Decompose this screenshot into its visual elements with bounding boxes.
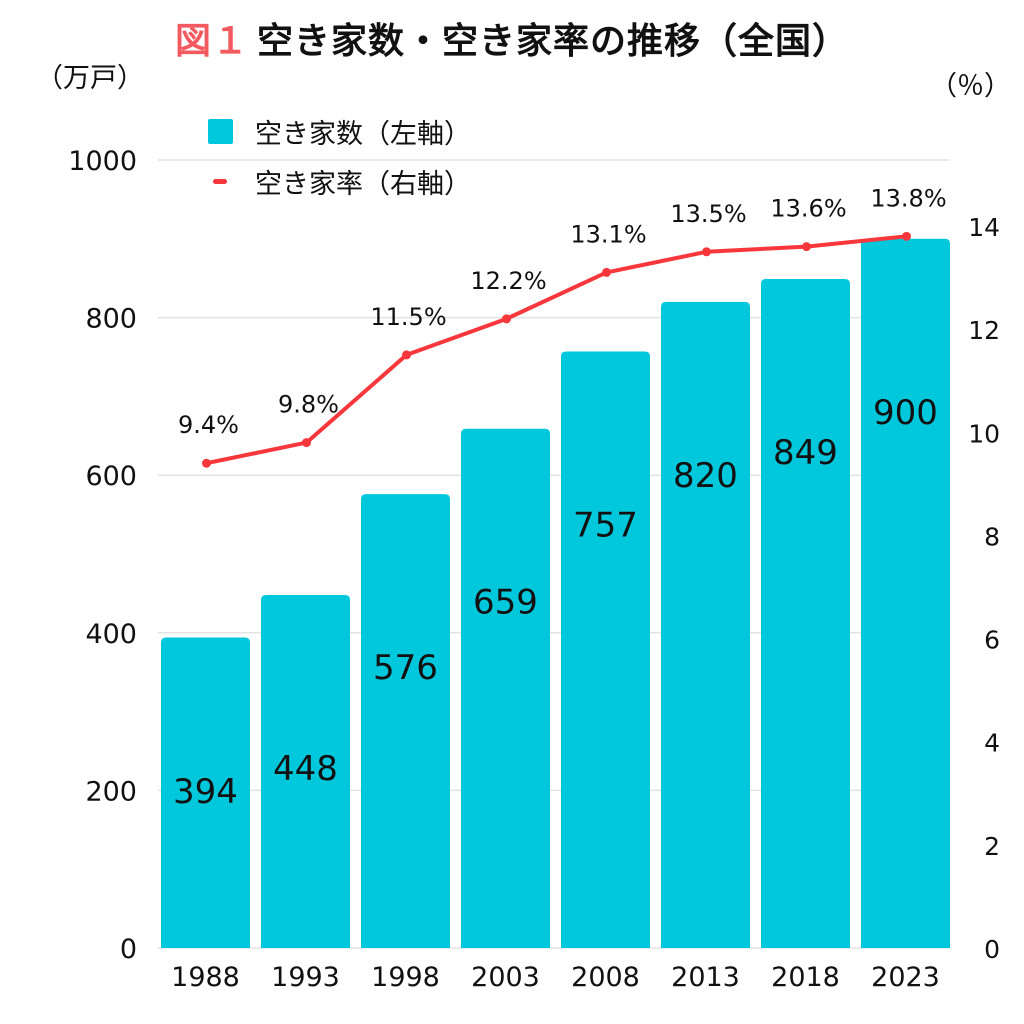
line-series [202,231,911,468]
left-axis-tick-label: 800 [85,304,137,335]
left-axis-unit: （万戸） [36,63,144,94]
bar [261,594,350,948]
line-point [702,247,711,257]
right-axis-tick-label: 10 [968,419,1000,448]
left-axis-ticks: 0 200 400 600 800 1000 [68,146,137,965]
left-axis-tick-label: 200 [85,776,137,807]
right-axis-tick-label: 8 [984,522,1000,551]
line-value-label: 12.2% [470,267,546,295]
legend: 空き家数（左軸） 空き家率（右軸） [208,106,471,206]
line-path [206,234,907,466]
bar [561,351,650,948]
x-axis-ticks: 1988 1993 1998 2003 2008 2013 2018 2023 [171,962,940,993]
line-value-label: 13.1% [570,220,646,248]
left-axis-tick-label: 400 [85,619,137,650]
bar-value-label: 900 [873,393,938,433]
bar-series [161,238,950,949]
legend-label-bar: 空き家数（左軸） [255,118,471,150]
x-axis-tick-label: 1993 [271,962,340,993]
legend-item-line: 空き家率（右軸） [208,156,471,206]
right-axis-tick-label: 6 [984,626,1000,655]
line-point [902,231,911,241]
x-axis-tick-label: 2008 [571,962,640,993]
bar-value-label: 448 [273,749,338,789]
line-value-label: 13.5% [670,200,746,228]
bar-value-label: 849 [773,433,838,473]
right-axis-tick-label: 4 [984,729,1000,758]
x-axis-tick-label: 2013 [671,962,740,993]
line-value-label: 13.8% [870,184,946,212]
right-axis-tick-label: 14 [968,213,1000,242]
bar-value-labels: 394 448 576 659 757 820 849 900 [173,393,938,812]
x-axis-tick-label: 1998 [371,962,440,993]
bar [861,238,950,949]
bar [361,494,450,948]
right-axis-tick-label: 0 [984,935,1000,964]
bar [161,637,250,948]
line-point [402,350,411,360]
line-value-label: 13.6% [770,195,846,223]
bar [761,278,850,948]
bar-value-label: 757 [573,505,638,545]
line-point [302,438,311,448]
line-point [202,458,211,468]
bar-value-label: 394 [173,772,238,812]
legend-swatch-bar [208,118,233,144]
legend-swatch-line [213,178,227,184]
legend-label-line: 空き家率（右軸） [255,168,471,200]
x-axis-tick-label: 2003 [471,962,540,993]
line-point [602,267,611,277]
x-axis-tick-label: 2023 [871,962,940,993]
line-point [802,242,811,252]
bar-value-label: 820 [673,456,738,496]
legend-item-bar: 空き家数（左軸） [208,106,471,156]
line-value-label: 9.4% [178,411,239,439]
right-axis-ticks: 0 2 4 6 8 10 12 14 [968,213,1000,964]
chart-title-text: 空き家数・空き家率の推移（全国） [257,21,850,62]
left-axis-tick-label: 1000 [68,146,137,177]
bar [661,301,750,949]
line-value-labels: 9.4% 9.8% 11.5% 12.2% 13.1% 13.5% 13.6% 13.8% [178,184,947,439]
x-axis-tick-label: 2018 [771,962,840,993]
bar-value-label: 659 [473,583,538,623]
left-axis-tick-label: 600 [85,461,137,492]
line-value-label: 9.8% [278,391,339,419]
x-axis-tick-label: 1988 [171,962,240,993]
figure-label: 図１ [174,21,249,62]
line-value-label: 11.5% [370,303,446,331]
right-axis-unit: （％） [930,71,1011,102]
right-axis-tick-label: 12 [968,316,1000,345]
bar [461,428,550,948]
line-point [502,314,511,324]
left-axis-tick-label: 0 [120,934,137,965]
right-axis-tick-label: 2 [984,832,1000,861]
bar-value-label: 576 [373,648,438,688]
chart-title: 図１ 空き家数・空き家率の推移（全国） [0,12,1024,64]
